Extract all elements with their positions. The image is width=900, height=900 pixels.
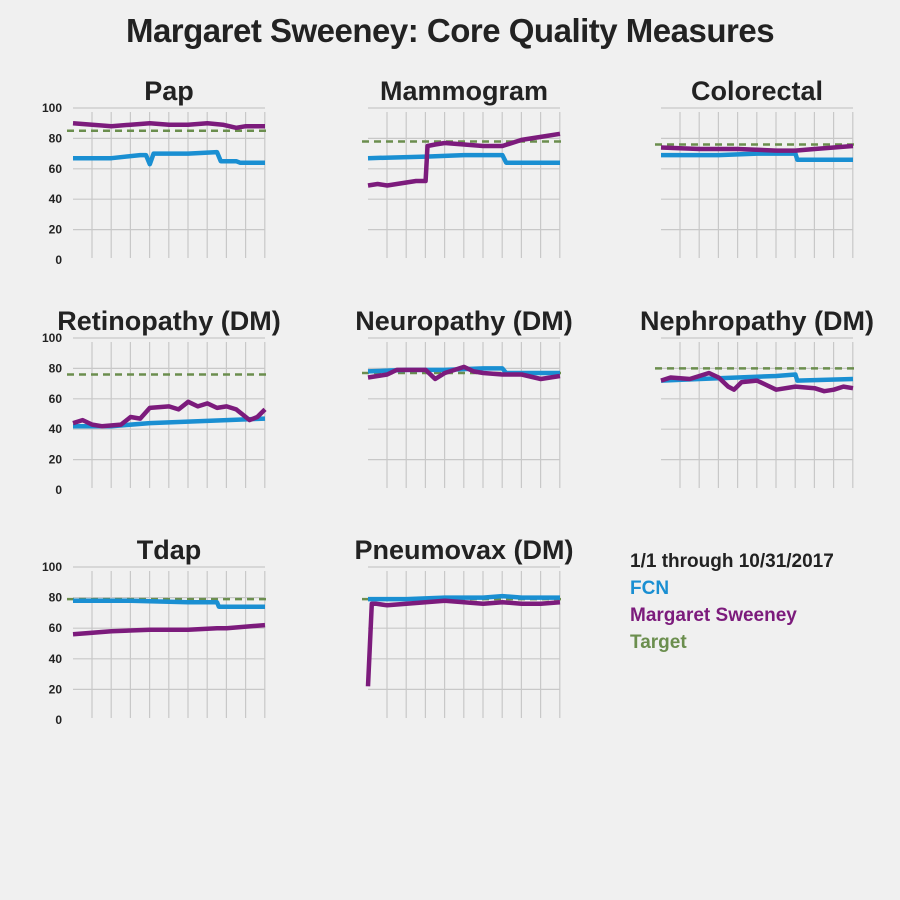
legend-target: Target bbox=[630, 632, 687, 653]
fcn-series-line bbox=[660, 372, 854, 383]
y-tick-label: 100 bbox=[42, 560, 62, 574]
person-series-line bbox=[72, 622, 266, 637]
y-tick-label: 0 bbox=[55, 253, 62, 267]
y-tick-label: 60 bbox=[49, 392, 63, 406]
y-tick-label: 20 bbox=[49, 223, 63, 237]
y-tick-label: 20 bbox=[49, 682, 63, 696]
fcn-series-line bbox=[73, 598, 265, 610]
panel-title: Nephropathy (DM) bbox=[640, 306, 874, 336]
y-tick-label: 20 bbox=[49, 453, 63, 467]
y-tick-label: 0 bbox=[55, 713, 62, 727]
person-series-line bbox=[72, 120, 265, 131]
y-tick-label: 80 bbox=[49, 131, 63, 145]
panel-title: Mammogram bbox=[380, 76, 548, 106]
chart-title: Margaret Sweeney: Core Quality Measures bbox=[125, 12, 775, 49]
y-tick-label: 80 bbox=[49, 361, 63, 375]
legend-fcn: FCN bbox=[630, 578, 670, 599]
y-tick-label: 40 bbox=[49, 422, 63, 436]
panel-title: Neuropathy (DM) bbox=[355, 306, 573, 336]
panel-title: Colorectal bbox=[691, 76, 823, 106]
panel-title: Pneumovax (DM) bbox=[354, 535, 573, 565]
y-tick-label: 80 bbox=[49, 591, 63, 605]
person-series-line bbox=[367, 364, 561, 382]
panel-title: Retinopathy (DM) bbox=[57, 306, 280, 336]
y-tick-label: 40 bbox=[49, 192, 63, 206]
fcn-series-line bbox=[367, 152, 560, 165]
y-tick-label: 40 bbox=[49, 652, 63, 666]
fcn-series-line bbox=[661, 151, 853, 162]
fcn-series-line bbox=[73, 149, 265, 167]
legend-date-range: 1/1 through 10/31/2017 bbox=[630, 551, 834, 572]
y-tick-label: 100 bbox=[42, 101, 62, 115]
legend-person: Margaret Sweeney bbox=[630, 605, 797, 626]
y-tick-label: 100 bbox=[42, 331, 62, 345]
fcn-series-line bbox=[368, 593, 560, 602]
y-tick-label: 60 bbox=[49, 162, 63, 176]
y-tick-label: 0 bbox=[55, 483, 62, 497]
legend: 1/1 through 10/31/2017 FCN Margaret Swee… bbox=[630, 548, 834, 656]
person-series-line bbox=[367, 131, 561, 188]
panel-title: Tdap bbox=[137, 535, 202, 565]
person-series-line bbox=[365, 598, 561, 687]
person-series-line bbox=[660, 370, 854, 394]
y-tick-label: 60 bbox=[49, 621, 63, 635]
panel-title: Pap bbox=[144, 76, 194, 106]
person-series-line bbox=[660, 143, 854, 153]
person-series-line bbox=[72, 399, 267, 429]
